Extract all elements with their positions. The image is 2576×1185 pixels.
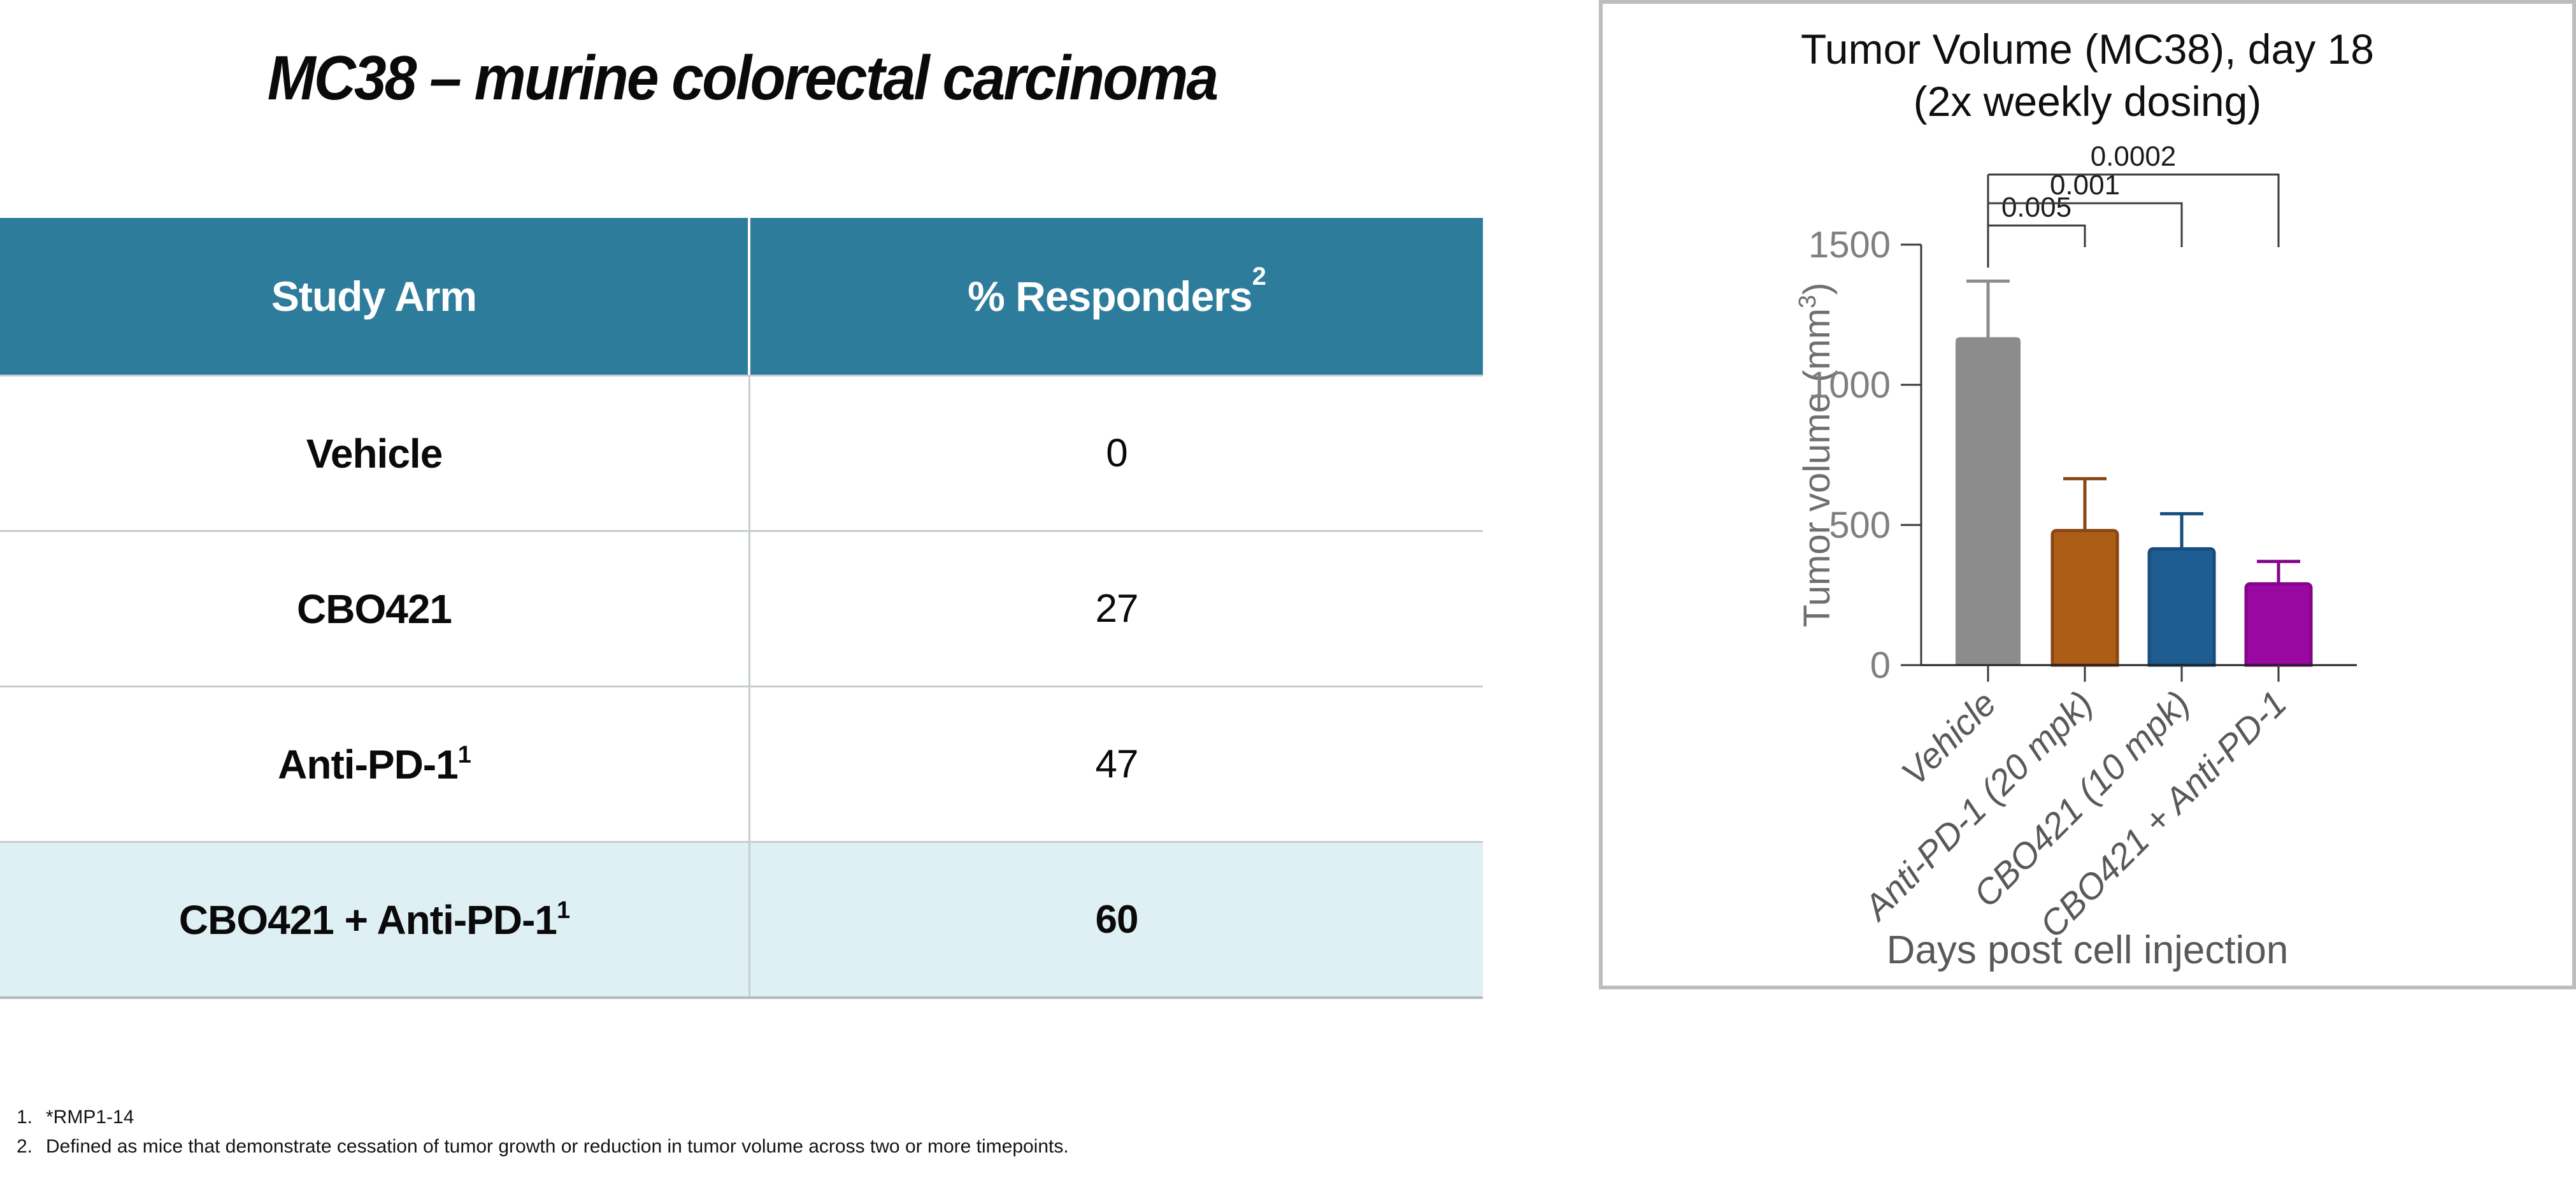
- table-row: CBO421 + Anti-PD-1 1 60: [0, 841, 1483, 996]
- footnote-2-text: Defined as mice that demonstrate cessati…: [46, 1136, 1069, 1157]
- footnote-2-number: 2.: [17, 1136, 33, 1157]
- responders-value-cell: 47: [1095, 742, 1139, 786]
- axes-group: [1920, 245, 2357, 666]
- table-row: CBO421 27: [0, 530, 1483, 686]
- bar-4: [2244, 582, 2313, 667]
- bars-group: [1956, 337, 2313, 667]
- y-tick-label: 0: [1870, 645, 1891, 686]
- bar-1: [1956, 337, 2021, 665]
- bar-3: [2147, 547, 2216, 667]
- table-row: Vehicle 0: [0, 375, 1483, 530]
- table-header-responders: % Responders2: [750, 218, 1483, 375]
- responders-header-label: % Responders2: [968, 262, 1266, 320]
- study-arm-cell: CBO421: [0, 532, 750, 686]
- study-arm-cell: Vehicle: [0, 377, 750, 530]
- table-body: Vehicle 0 CBO421 27 Anti-PD-1 1 47 CBO421 + Ant…: [0, 375, 1483, 999]
- responders-value-cell: 60: [1095, 898, 1139, 942]
- chart-title-line1: Tumor Volume (MC38), day 18: [1801, 25, 2374, 73]
- responders-value-cell: 0: [1106, 431, 1127, 475]
- footnotes: 1. *RMP1-14 2. Defined as mice that demo…: [17, 1107, 1069, 1166]
- responders-table: Study Arm % Responders2 Vehicle 0 CBO421 27…: [0, 218, 1483, 999]
- x-axis-title: Days post cell injection: [1887, 928, 2289, 972]
- study-arm-header-label: Study Arm: [271, 273, 477, 320]
- footnote-1: 1. *RMP1-14: [17, 1107, 1069, 1128]
- p-value-label: 0.005: [2001, 192, 2072, 223]
- footnote-2: 2. Defined as mice that demonstrate cess…: [17, 1137, 1069, 1157]
- responders-header-superscript: 2: [1252, 262, 1266, 291]
- y-tick-label: 1500: [1808, 224, 1891, 266]
- significance-bracket: [1988, 202, 2183, 247]
- y-tick-label: 1000: [1808, 364, 1891, 406]
- study-arm-cell: Anti-PD-1 1: [0, 687, 750, 841]
- x-ticks-group: [1987, 665, 2280, 682]
- significance-bracket: [1988, 173, 2280, 247]
- tumor-volume-bar-chart: Tumor Volume (MC38), day 18 (2x weekly d…: [1794, 25, 2374, 972]
- y-axis-title: Tumor volume (mm3): [1794, 282, 1838, 627]
- significance-bracket: [1988, 224, 2086, 247]
- error-bars-group: [1966, 279, 2300, 585]
- footnote-1-number: 1.: [17, 1107, 33, 1128]
- bar-2: [2050, 529, 2119, 667]
- table-header-row: Study Arm % Responders2: [0, 218, 1483, 375]
- tumor-volume-chart-panel: [1599, 0, 2576, 989]
- y-tick-label: 500: [1829, 505, 1891, 546]
- study-arm-cell: CBO421 + Anti-PD-1 1: [0, 843, 750, 996]
- y-ticks-group: 0 500 1000 1500: [1808, 224, 1921, 686]
- slide-title: MC38 – murine colorectal carcinoma: [267, 43, 1219, 113]
- chart-title-line2: (2x weekly dosing): [1914, 78, 2262, 125]
- p-value-label: 0.0002: [2091, 141, 2177, 172]
- table-header-study-arm: Study Arm: [0, 218, 750, 375]
- footnote-1-text: *RMP1-14: [46, 1107, 134, 1128]
- table-row: Anti-PD-1 1 47: [0, 686, 1483, 841]
- responders-value-cell: 27: [1095, 587, 1139, 631]
